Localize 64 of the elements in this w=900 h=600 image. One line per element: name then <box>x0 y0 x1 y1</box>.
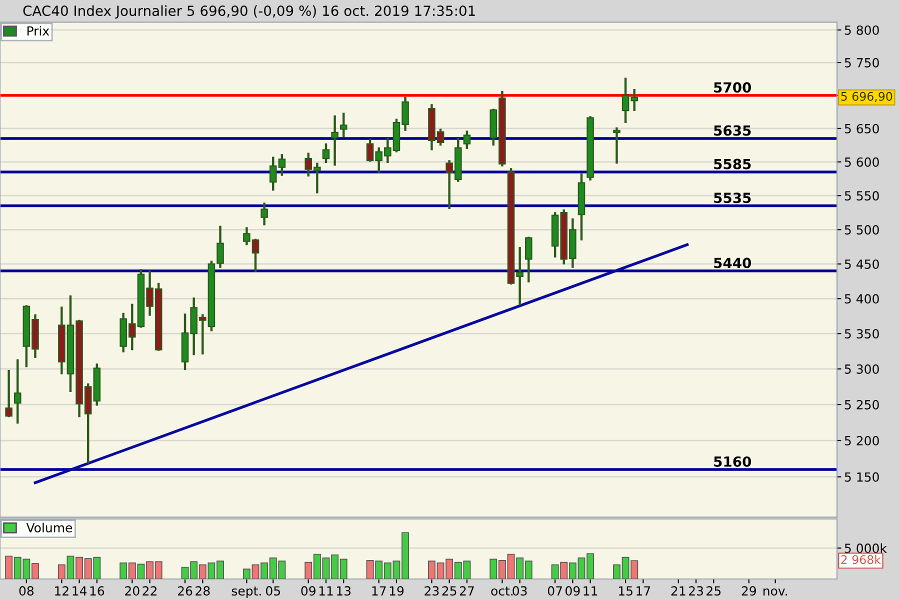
x-tick-label: 17 <box>372 586 386 596</box>
candlestick <box>5 370 12 418</box>
x-tick-label: 20 <box>125 586 140 596</box>
candlestick <box>524 236 532 282</box>
x-tick-label: 28 <box>196 586 210 596</box>
x-tick-label: 19 <box>390 586 404 596</box>
x-tick-label: 08 <box>19 586 34 596</box>
x-tick-label: 12 <box>55 586 68 596</box>
ref-line-label: 5535 <box>714 192 751 204</box>
x-tick-label: 29 <box>742 586 756 596</box>
y-tick-label: 5 650 <box>844 124 879 134</box>
candlestick <box>340 112 348 138</box>
candlestick <box>260 202 268 226</box>
chart-title: CAC40 Index Journalier 5 696,90 (-0,09 %) 16 oct. 2019 17:35:01 <box>23 5 475 19</box>
y-tick-label: 5 200 <box>844 436 879 446</box>
y-tick-label: 5 250 <box>844 400 879 410</box>
legend-label: Prix <box>27 26 50 36</box>
ref-line-label: 5440 <box>714 258 752 268</box>
y-tick-label: 5 150 <box>844 472 879 482</box>
candlestick <box>331 115 338 166</box>
x-tick-label: 15 <box>618 586 632 596</box>
y-tick-label: 5 800 <box>844 25 879 35</box>
ref-line-label: 5635 <box>714 125 751 136</box>
x-tick-label: 25 <box>442 586 456 596</box>
x-tick-label: 13 <box>337 586 351 596</box>
y-tick-label: 5 750 <box>844 58 879 68</box>
x-tick-label: 17 <box>636 586 650 596</box>
y-tick-label: 5 300 <box>844 364 879 374</box>
legend-label: Volume <box>26 522 72 532</box>
y-tick-label: 5 350 <box>844 329 879 339</box>
text: 2 968k <box>841 554 881 564</box>
ref-line-label: 5700 <box>714 82 752 93</box>
x-tick-label: 11 <box>584 586 598 596</box>
x-tick-label: 09 <box>566 586 580 596</box>
y-tick-label: 5 550 <box>844 191 879 201</box>
ref-line-label: 5585 <box>714 158 751 170</box>
x-tick-label: 07 <box>548 586 562 596</box>
candlestick <box>14 359 22 424</box>
x-tick-label: 23 <box>424 586 439 596</box>
x-tick-label: 05 <box>266 586 280 596</box>
candlestick <box>322 143 330 164</box>
x-tick-label: nov. <box>763 588 787 596</box>
y-tick-label: 5 600 <box>844 157 879 167</box>
y-tick-label: 5 450 <box>844 259 879 269</box>
y-tick-label: 5 500 <box>844 225 879 235</box>
y-tick-label: 5 400 <box>844 294 879 304</box>
candlestick <box>613 127 620 164</box>
ref-line-label: 5160 <box>714 456 752 467</box>
x-tick-label: 23 <box>688 586 703 596</box>
x-tick-label: 11 <box>319 586 333 596</box>
x-tick-label: 25 <box>706 586 721 596</box>
x-tick-label: 16 <box>90 586 104 596</box>
text: 5 696,90 <box>841 92 892 102</box>
x-tick-label: 21 <box>671 586 686 596</box>
x-tick-label: sept. <box>232 586 261 598</box>
x-tick-label: 22 <box>142 586 156 596</box>
x-tick-label: oct. <box>491 586 513 596</box>
candlestick <box>463 130 471 149</box>
x-tick-label: 14 <box>72 586 87 596</box>
x-tick-label: 03 <box>512 586 527 596</box>
y-tick-label: 5 000k <box>844 543 887 553</box>
x-tick-label: 27 <box>460 586 474 596</box>
x-tick-label: 09 <box>301 586 316 596</box>
x-tick-label: 26 <box>178 586 192 596</box>
